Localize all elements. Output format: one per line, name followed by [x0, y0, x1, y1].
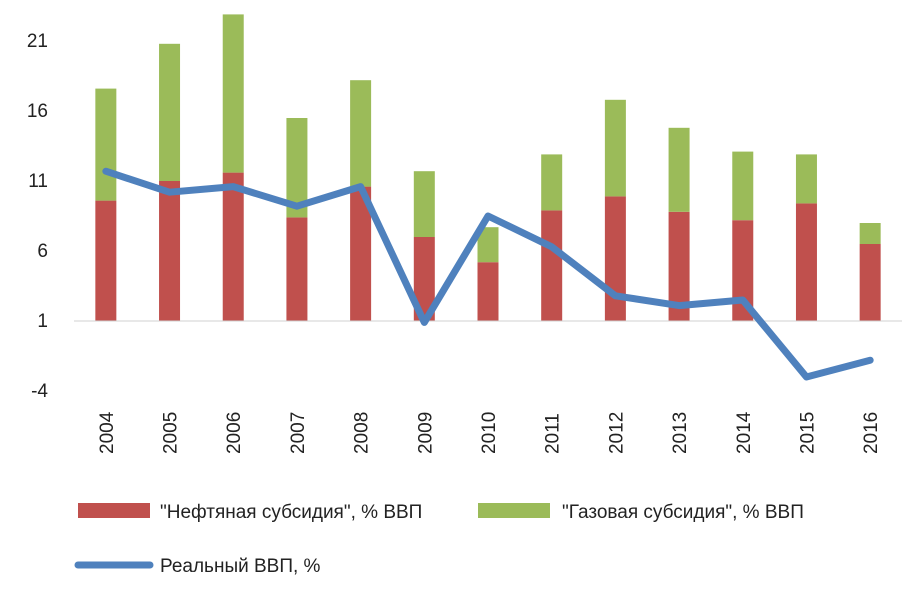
bar-gas-2014 [732, 151, 754, 221]
legend-label-gas: "Газовая субсидия", % ВВП [562, 502, 804, 523]
x-tick-label: 2005 [161, 412, 182, 454]
bar-oil-2007 [286, 217, 308, 321]
legend-label-gdp: Реальный ВВП, % [160, 556, 321, 577]
x-tick-label: 2013 [670, 412, 691, 454]
point-gdp-2007 [296, 205, 298, 207]
legend-item-oil: "Нефтяная субсидия", % ВВП [78, 502, 422, 523]
bar-gas-2016 [859, 223, 881, 244]
y-tick-label: 16 [27, 101, 48, 122]
point-gdp-2008 [360, 186, 362, 188]
x-tick-label: 2004 [97, 411, 118, 454]
x-tick-label: 2008 [352, 412, 373, 454]
bar-gas-2012 [604, 99, 626, 197]
x-tick-label: 2006 [224, 412, 245, 454]
bar-gas-2007 [286, 118, 308, 218]
bar-oil-2006 [222, 172, 244, 321]
x-tick-label: 2007 [288, 412, 309, 454]
x-tick-label: 2010 [479, 412, 500, 454]
point-gdp-2016 [869, 359, 871, 361]
point-gdp-2012 [614, 295, 616, 297]
bar-oil-2010 [477, 262, 499, 321]
bar-oil-2016 [859, 244, 881, 321]
point-gdp-2014 [742, 299, 744, 301]
bar-gas-2011 [541, 154, 563, 211]
bar-gas-2010 [477, 227, 499, 263]
bar-gas-2009 [413, 171, 435, 237]
bar-gas-2006 [222, 14, 244, 173]
y-tick-label: 6 [37, 241, 48, 262]
bar-oil-2005 [159, 181, 181, 321]
x-tick-label: 2015 [797, 412, 818, 454]
bar-oil-2015 [795, 203, 817, 321]
bar-gas-2008 [350, 80, 372, 187]
y-tick-label: 11 [28, 171, 48, 192]
x-tick-label: 2011 [543, 413, 564, 454]
point-gdp-2011 [551, 246, 553, 248]
legend-item-gdp: Реальный ВВП, % [74, 556, 321, 577]
point-gdp-2013 [678, 305, 680, 307]
legend: "Нефтяная субсидия", % ВВП "Газовая субс… [74, 502, 804, 577]
bar-oil-2008 [350, 186, 372, 321]
bar-oil-2004 [95, 200, 117, 321]
y-tick-label: 21 [27, 31, 48, 52]
line-series [102, 167, 874, 381]
bar-oil-2014 [732, 220, 754, 321]
y-tick-label: 1 [37, 311, 48, 332]
y-axis: 21 16 11 6 1 -4 [27, 31, 49, 402]
bar-gas-2015 [795, 154, 817, 204]
legend-swatch-oil [78, 503, 150, 518]
point-gdp-2009 [423, 321, 425, 323]
x-tick-label: 2016 [861, 412, 882, 454]
bar-gas-2005 [159, 43, 181, 181]
bar-oil-2012 [604, 196, 626, 321]
bar-oil-2009 [413, 237, 435, 321]
point-gdp-2015 [805, 376, 807, 378]
point-gdp-2005 [169, 191, 171, 193]
point-gdp-2006 [232, 186, 234, 188]
bars [95, 14, 881, 321]
x-tick-label: 2012 [606, 412, 627, 454]
bar-oil-2011 [541, 210, 563, 321]
x-axis: 2004 2005 2006 2007 2008 2009 2010 2011 2012 2013… [97, 411, 882, 454]
legend-label-oil: "Нефтяная субсидия", % ВВП [160, 502, 422, 523]
x-tick-label: 2014 [734, 411, 755, 454]
bar-gas-2004 [95, 88, 117, 201]
point-gdp-2010 [487, 215, 489, 217]
legend-swatch-gas [478, 503, 550, 518]
legend-item-gas: "Газовая субсидия", % ВВП [478, 502, 804, 523]
bar-oil-2013 [668, 211, 690, 321]
x-tick-label: 2009 [415, 412, 436, 454]
bar-gas-2013 [668, 127, 690, 212]
y-tick-label: -4 [31, 381, 48, 402]
point-gdp-2004 [105, 170, 107, 172]
